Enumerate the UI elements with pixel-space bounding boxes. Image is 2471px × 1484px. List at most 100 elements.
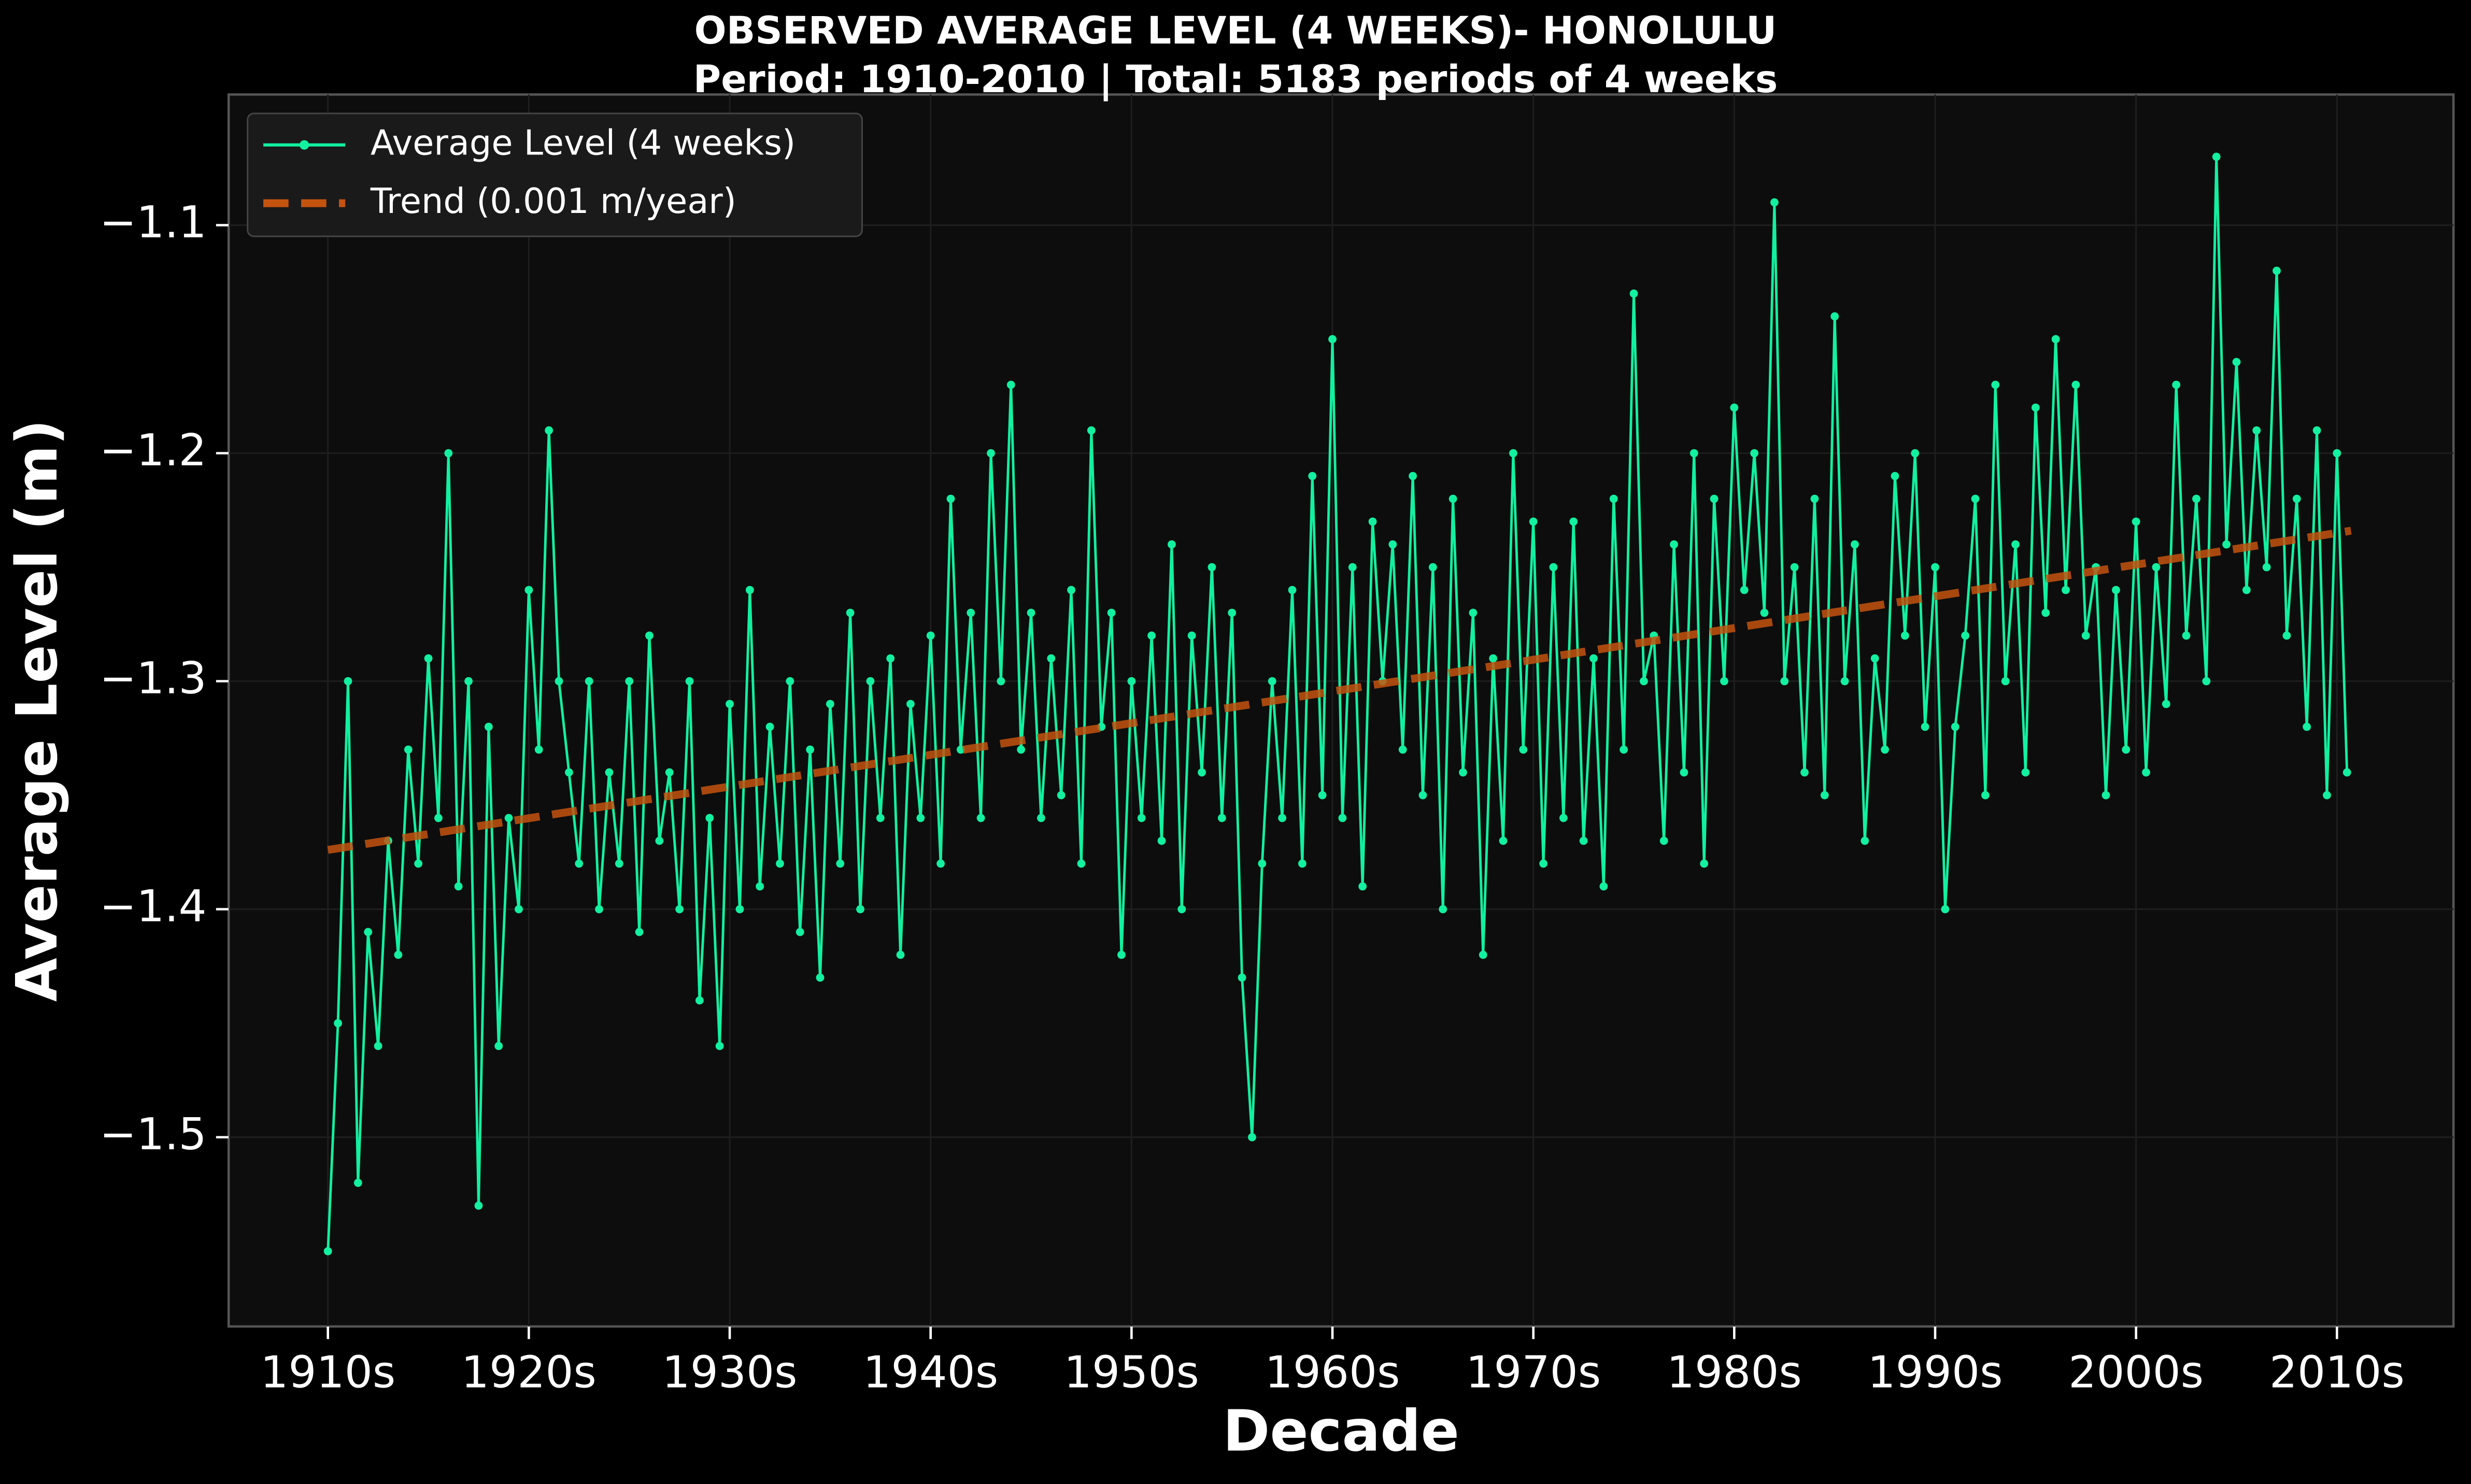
- data-point: [745, 586, 754, 594]
- data-point: [1428, 563, 1437, 572]
- data-point: [1187, 631, 1196, 640]
- data-point: [464, 677, 473, 686]
- data-point: [1620, 745, 1628, 754]
- data-point: [1147, 631, 1156, 640]
- data-point: [2051, 335, 2060, 344]
- y-tick-label: −1.1: [100, 197, 207, 248]
- data-point: [1941, 905, 1950, 914]
- data-point: [1971, 494, 1980, 503]
- data-point: [1208, 563, 1216, 572]
- data-point: [1358, 882, 1367, 891]
- data-point: [484, 722, 493, 731]
- data-point: [806, 745, 815, 754]
- data-point: [1720, 677, 1728, 686]
- data-point: [675, 905, 684, 914]
- data-point: [856, 905, 864, 914]
- data-point: [1951, 722, 1959, 731]
- y-tick-label: −1.5: [100, 1109, 207, 1160]
- data-point: [2142, 768, 2150, 777]
- data-point: [585, 677, 593, 686]
- data-point: [1388, 540, 1397, 549]
- data-point: [1027, 608, 1035, 617]
- data-point: [997, 677, 1005, 686]
- data-point: [2101, 791, 2110, 800]
- data-point: [735, 905, 744, 914]
- data-point: [424, 654, 433, 663]
- data-point: [565, 768, 573, 777]
- data-point: [655, 836, 664, 845]
- x-tick-label: 1990s: [1868, 1347, 2003, 1399]
- data-point: [1127, 677, 1136, 686]
- data-point: [1479, 950, 1487, 959]
- data-point: [2232, 358, 2241, 366]
- y-tick-label: −1.2: [100, 425, 207, 476]
- data-point: [2252, 426, 2261, 435]
- data-point: [916, 814, 925, 822]
- data-point: [876, 814, 885, 822]
- x-tick-label: 1950s: [1064, 1347, 1199, 1399]
- data-point: [1258, 859, 1267, 868]
- data-point: [976, 814, 985, 822]
- data-point: [1459, 768, 1467, 777]
- data-point: [2242, 586, 2251, 594]
- data-point: [685, 677, 694, 686]
- data-point: [1689, 449, 1698, 458]
- data-point: [1820, 791, 1829, 800]
- data-point: [2303, 722, 2311, 731]
- data-point: [515, 905, 523, 914]
- data-point: [1217, 814, 1226, 822]
- data-point: [1006, 380, 1015, 389]
- data-point: [2333, 449, 2341, 458]
- data-point: [1911, 449, 1920, 458]
- data-point: [364, 928, 373, 936]
- data-point: [2172, 380, 2181, 389]
- data-point: [1770, 198, 1779, 207]
- data-point: [494, 1041, 503, 1050]
- data-point: [645, 631, 654, 640]
- data-point: [374, 1041, 382, 1050]
- data-point: [1670, 540, 1678, 549]
- data-point: [1338, 814, 1347, 822]
- data-point: [404, 745, 413, 754]
- data-point: [1368, 517, 1377, 526]
- x-tick-label: 2010s: [2269, 1347, 2405, 1399]
- legend-box: [247, 112, 863, 237]
- data-point: [2031, 403, 2040, 412]
- data-point: [836, 859, 845, 868]
- data-point: [434, 814, 443, 822]
- data-point: [2282, 631, 2291, 640]
- data-point: [323, 1247, 332, 1255]
- y-axis-label: Average Level (m): [4, 419, 70, 1002]
- data-point: [1589, 654, 1598, 663]
- data-point: [2081, 631, 2090, 640]
- data-point: [1810, 494, 1819, 503]
- data-point: [635, 928, 644, 936]
- data-point: [2222, 540, 2231, 549]
- legend: Average Level (4 weeks) Trend (0.001 m/ye…: [247, 112, 863, 237]
- data-point: [534, 745, 543, 754]
- data-point: [1921, 722, 1929, 731]
- data-point: [896, 950, 905, 959]
- data-point: [1870, 654, 1879, 663]
- data-point: [936, 859, 945, 868]
- data-point: [575, 859, 584, 868]
- data-point: [1489, 654, 1498, 663]
- data-point: [2122, 745, 2131, 754]
- data-point: [1469, 608, 1478, 617]
- data-point: [474, 1201, 483, 1210]
- data-point: [1439, 905, 1447, 914]
- data-point: [1047, 654, 1056, 663]
- data-point: [1077, 859, 1086, 868]
- legend-label: Average Level (4 weeks): [371, 122, 796, 163]
- data-point: [946, 494, 955, 503]
- data-point: [1278, 814, 1287, 822]
- data-point: [1780, 677, 1789, 686]
- data-point: [1800, 768, 1809, 777]
- data-point: [1107, 608, 1116, 617]
- data-point: [1851, 540, 1859, 549]
- data-point: [615, 859, 623, 868]
- y-tick-label: −1.3: [100, 653, 207, 704]
- data-point: [1308, 472, 1317, 480]
- data-point: [414, 859, 423, 868]
